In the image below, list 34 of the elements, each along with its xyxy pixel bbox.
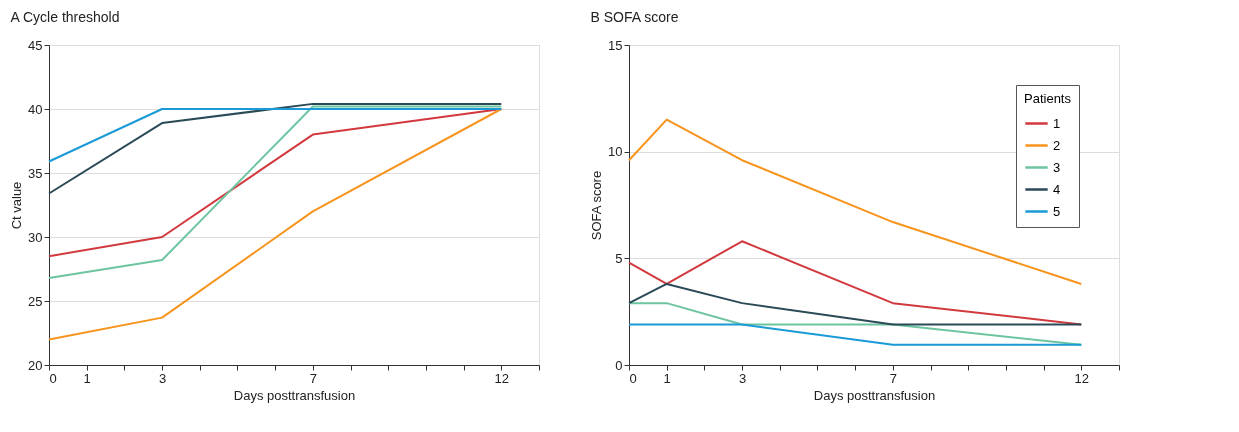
y-tick-label: 40 (28, 101, 43, 117)
legend-label: 2 (1053, 137, 1061, 153)
legend-label: 1 (1053, 115, 1061, 131)
x-tick-label: 1 (83, 370, 91, 386)
y-tick-label: 5 (615, 250, 623, 266)
legend-label: 4 (1053, 181, 1061, 197)
y-tick-label: 45 (28, 37, 43, 53)
x-axis-title: Days posttransfusion (813, 387, 936, 403)
y-tick-label: 30 (28, 229, 43, 245)
legend-label: 5 (1053, 203, 1061, 219)
chart-title: A Cycle threshold (10, 9, 120, 25)
x-tick-label: 12 (1074, 370, 1090, 386)
x-tick-label: 0 (49, 370, 57, 386)
chart-title: B SOFA score (590, 9, 679, 25)
legend-title: Patients (1024, 91, 1072, 106)
y-tick-label: 35 (28, 165, 43, 181)
x-tick-label: 12 (494, 370, 510, 386)
line-series (48, 108, 503, 341)
y-tick-label: 25 (28, 293, 43, 309)
x-tick-label: 3 (738, 370, 747, 386)
y-tick-label: 15 (608, 37, 623, 53)
y-tick-label: 0 (615, 357, 623, 373)
y-tick-label: 10 (608, 144, 623, 160)
y-axis-title: Ct value (9, 181, 25, 230)
legend-label: 3 (1053, 159, 1061, 175)
x-tick-label: 1 (663, 370, 671, 386)
x-tick-label: 0 (629, 370, 637, 386)
x-tick-label: 3 (158, 370, 167, 386)
y-axis-title: SOFA score (589, 170, 605, 241)
x-tick-label: 7 (309, 370, 317, 386)
x-tick-label: 7 (889, 370, 897, 386)
y-tick-label: 20 (28, 357, 43, 373)
line-series (628, 118, 1083, 285)
x-axis-title: Days posttransfusion (233, 387, 356, 403)
